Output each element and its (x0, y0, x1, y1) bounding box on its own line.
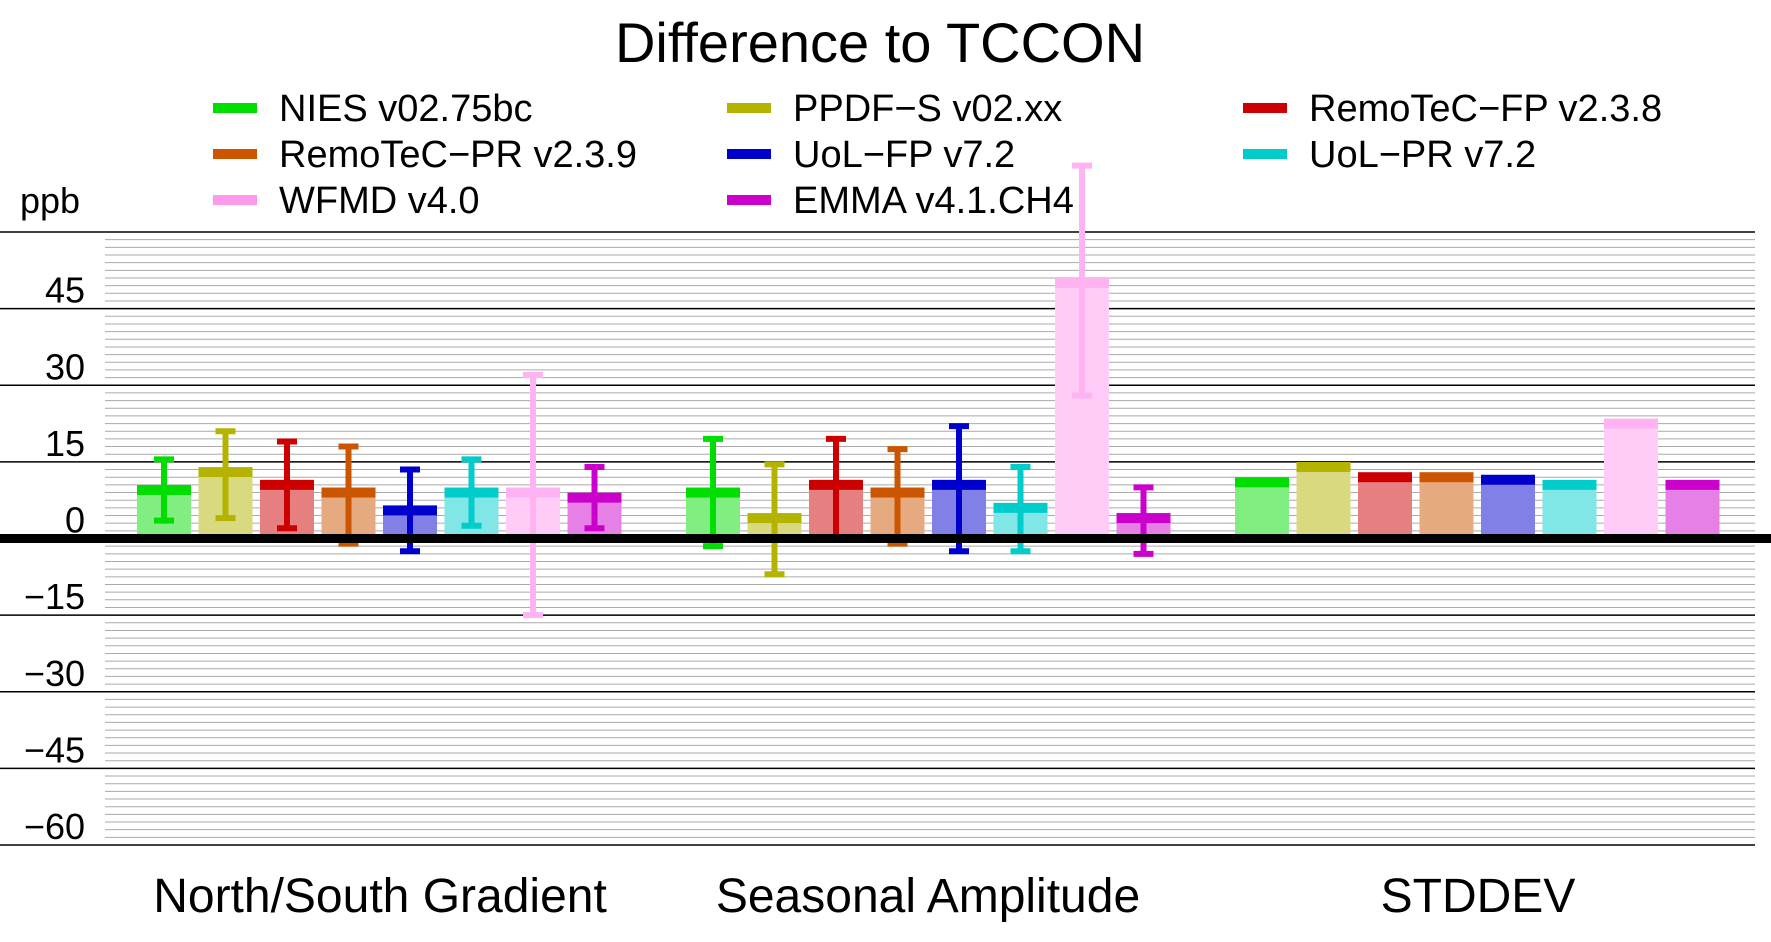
chart-title: Difference to TCCON (615, 11, 1145, 74)
legend-swatch (213, 149, 257, 159)
legend-entry: WFMD v4.0 (279, 180, 480, 222)
y-tick-label: 45 (45, 270, 85, 311)
legend-entry: UoL−PR v7.2 (1309, 134, 1536, 176)
bar-value-marker (1542, 479, 1597, 490)
y-tick-label: 15 (45, 423, 85, 464)
legend-swatch (727, 103, 771, 113)
x-axis-categories: North/South Gradient Seasonal Amplitude ST… (153, 870, 1575, 923)
bar-value-marker (1604, 418, 1658, 429)
bar (1665, 484, 1720, 539)
legend: NIES v02.75bc PPDF−S v02.xx RemoTeC−FP v2.… (213, 88, 1662, 222)
y-tick-label: 30 (45, 346, 85, 387)
bar-value-marker (1419, 472, 1474, 483)
bar (1604, 423, 1658, 539)
bar-value-marker (1296, 461, 1351, 472)
bar-value-marker (1235, 477, 1289, 488)
y-tick-label: −30 (24, 653, 85, 694)
bar-value-marker (1665, 479, 1720, 490)
legend-entry: RemoTeC−PR v2.3.9 (279, 134, 637, 176)
bar-value-marker (1481, 474, 1535, 485)
legend-entry: RemoTeC−FP v2.3.8 (1309, 88, 1662, 130)
y-tick-label: 0 (65, 500, 85, 541)
bar (1358, 477, 1412, 539)
y-axis-label: ppb (20, 180, 80, 221)
y-tick-label: −15 (24, 576, 85, 617)
legend-entry: EMMA v4.1.CH4 (793, 180, 1074, 222)
bar (1542, 484, 1597, 539)
y-tick-label: −60 (24, 806, 85, 847)
legend-swatch (727, 195, 771, 205)
bar (1419, 477, 1474, 539)
error-bars (0, 162, 1771, 619)
legend-entry: UoL−FP v7.2 (793, 134, 1015, 176)
bar (1296, 466, 1351, 539)
legend-entry: NIES v02.75bc (279, 88, 532, 130)
legend-swatch (213, 103, 257, 113)
y-tick-label: −45 (24, 729, 85, 770)
legend-entry: PPDF−S v02.xx (793, 88, 1062, 130)
bar (1481, 479, 1535, 539)
legend-swatch (1243, 103, 1287, 113)
legend-swatch (1243, 149, 1287, 159)
legend-swatch (727, 149, 771, 159)
legend-swatch (213, 195, 257, 205)
category-label: STDDEV (1381, 870, 1576, 923)
bar (1235, 482, 1289, 539)
bar-value-marker (1358, 472, 1412, 483)
plot-grid (0, 231, 1755, 846)
y-axis-ticks: 45 30 15 0 −15 −30 −45 −60 (24, 270, 85, 847)
category-label: North/South Gradient (153, 870, 607, 923)
category-label: Seasonal Amplitude (716, 870, 1140, 923)
